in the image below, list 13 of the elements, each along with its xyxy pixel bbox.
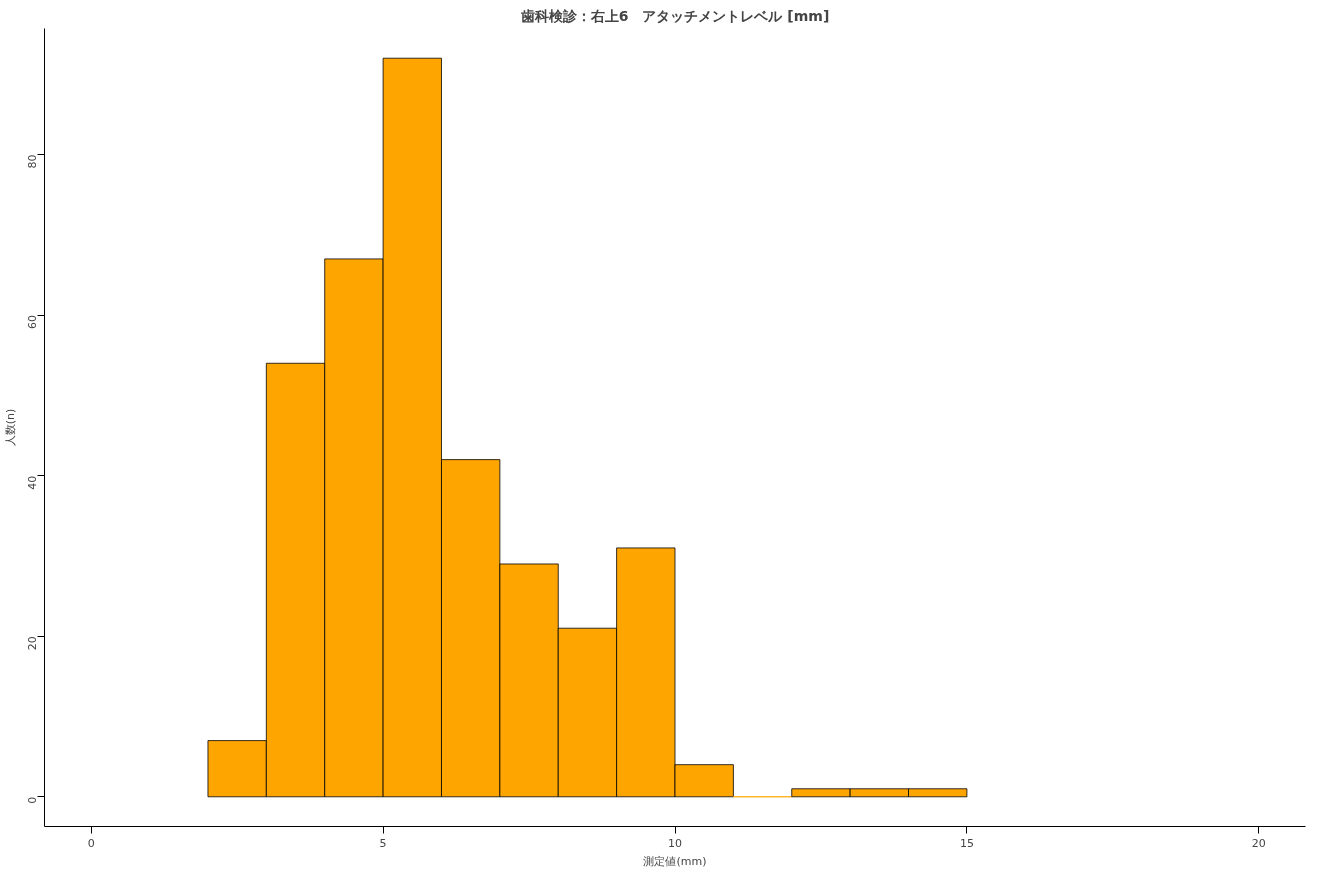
y-tick-label: 20: [26, 636, 40, 651]
y-axis-title: 人数(n): [3, 408, 17, 447]
y-tick-label: 80: [26, 154, 40, 169]
x-tick-label: 10: [668, 836, 682, 850]
x-tick-label: 15: [959, 836, 974, 850]
x-axis-title: 測定値(mm): [643, 854, 707, 868]
y-tick-label: 40: [26, 475, 40, 490]
x-tick-label: 5: [379, 836, 387, 850]
y-tick-label: 60: [26, 315, 40, 330]
chart-title: 歯科検診：右上6 アタッチメントレベル [mm]: [519, 7, 830, 24]
y-tick-label: 0: [26, 796, 40, 804]
x-tick-label: 20: [1251, 836, 1266, 850]
x-tick-label: 0: [87, 836, 95, 850]
